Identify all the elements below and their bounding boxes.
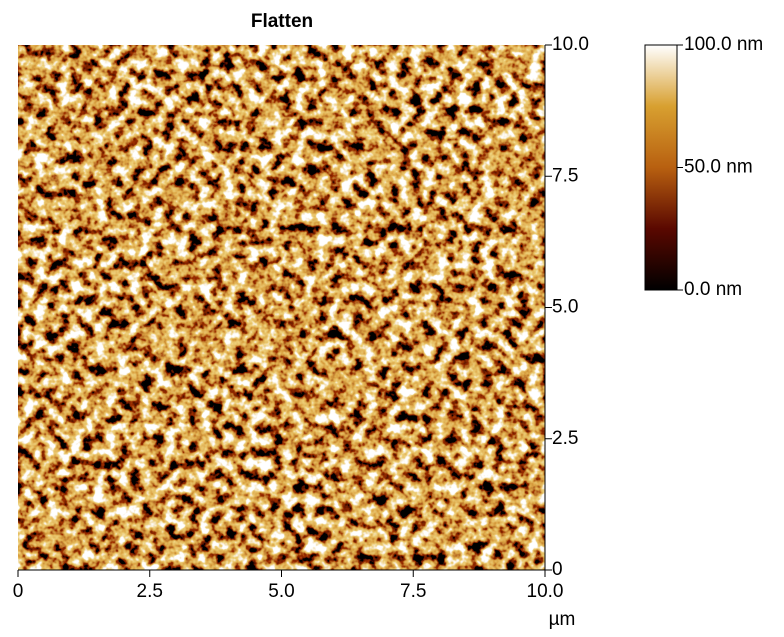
x-tick-label: 7.5: [400, 581, 426, 602]
y-tick-label: 10.0: [552, 34, 589, 55]
x-tick-label: 10.0: [527, 581, 564, 602]
y-tick-label: 0: [552, 559, 563, 580]
y-tick-label: 2.5: [552, 428, 578, 449]
colorbar-label: 0.0 nm: [684, 279, 742, 300]
y-tick-label: 5.0: [552, 297, 578, 318]
x-tick-label: 0: [13, 581, 24, 602]
colorbar-label: 50.0 nm: [684, 157, 753, 178]
colorbar-label: 100.0 nm: [684, 34, 763, 55]
x-axis-label: µm: [549, 609, 576, 630]
afm-image: [18, 45, 545, 570]
chart-title: Flatten: [251, 11, 313, 32]
y-tick-label: 7.5: [552, 165, 578, 186]
x-tick-label: 2.5: [137, 581, 163, 602]
colorbar: [644, 44, 678, 291]
x-tick-label: 5.0: [268, 581, 294, 602]
